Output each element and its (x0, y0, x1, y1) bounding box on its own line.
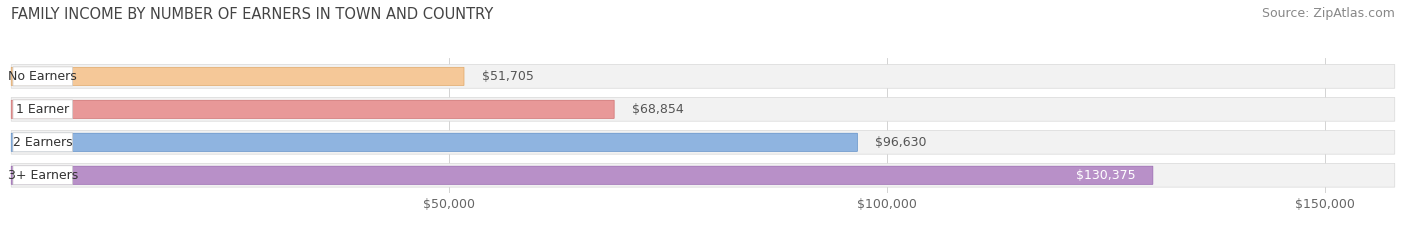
Text: FAMILY INCOME BY NUMBER OF EARNERS IN TOWN AND COUNTRY: FAMILY INCOME BY NUMBER OF EARNERS IN TO… (11, 7, 494, 22)
FancyBboxPatch shape (11, 133, 858, 151)
Text: $130,375: $130,375 (1076, 169, 1136, 182)
FancyBboxPatch shape (11, 97, 1395, 121)
Text: 1 Earner: 1 Earner (17, 103, 69, 116)
FancyBboxPatch shape (11, 166, 1153, 184)
Text: $51,705: $51,705 (481, 70, 533, 83)
Text: Source: ZipAtlas.com: Source: ZipAtlas.com (1261, 7, 1395, 20)
FancyBboxPatch shape (11, 65, 1395, 88)
FancyBboxPatch shape (13, 67, 73, 86)
FancyBboxPatch shape (13, 100, 73, 119)
FancyBboxPatch shape (11, 100, 614, 118)
Text: 2 Earners: 2 Earners (13, 136, 73, 149)
Text: 3+ Earners: 3+ Earners (7, 169, 77, 182)
FancyBboxPatch shape (13, 133, 73, 152)
FancyBboxPatch shape (11, 67, 464, 86)
Text: $68,854: $68,854 (631, 103, 683, 116)
Text: No Earners: No Earners (8, 70, 77, 83)
FancyBboxPatch shape (11, 163, 1395, 187)
Text: $96,630: $96,630 (875, 136, 927, 149)
FancyBboxPatch shape (13, 166, 73, 185)
FancyBboxPatch shape (11, 130, 1395, 154)
